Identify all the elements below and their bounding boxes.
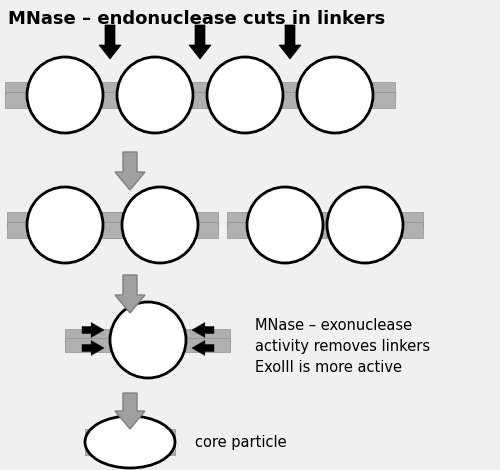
Text: core particle: core particle	[195, 434, 286, 449]
Bar	[102, 212, 218, 228]
Bar	[5, 92, 395, 108]
FancyArrow shape	[189, 25, 211, 59]
FancyArrow shape	[115, 275, 145, 313]
FancyArrow shape	[82, 322, 104, 337]
Bar	[227, 222, 423, 238]
FancyArrow shape	[279, 25, 301, 59]
Bar	[7, 222, 123, 238]
Bar	[7, 212, 123, 228]
Bar	[5, 82, 395, 98]
FancyArrow shape	[115, 393, 145, 429]
FancyArrow shape	[192, 322, 214, 337]
FancyArrow shape	[82, 340, 104, 355]
Circle shape	[27, 57, 103, 133]
Text: MNase – endonuclease cuts in linkers: MNase – endonuclease cuts in linkers	[8, 10, 385, 28]
Circle shape	[27, 187, 103, 263]
Bar	[65, 337, 230, 352]
Text: MNase – exonuclease
activity removes linkers
ExoIII is more active: MNase – exonuclease activity removes lin…	[255, 318, 430, 375]
Bar	[65, 329, 230, 343]
Ellipse shape	[85, 416, 175, 468]
Circle shape	[297, 57, 373, 133]
Circle shape	[247, 187, 323, 263]
Circle shape	[207, 57, 283, 133]
Bar	[102, 222, 218, 238]
FancyArrow shape	[99, 25, 121, 59]
Circle shape	[122, 187, 198, 263]
FancyArrow shape	[115, 152, 145, 190]
Bar	[85, 441, 175, 455]
Circle shape	[117, 57, 193, 133]
Circle shape	[110, 302, 186, 378]
Bar	[227, 212, 423, 228]
FancyArrow shape	[192, 340, 214, 355]
Circle shape	[327, 187, 403, 263]
Bar	[85, 429, 175, 443]
